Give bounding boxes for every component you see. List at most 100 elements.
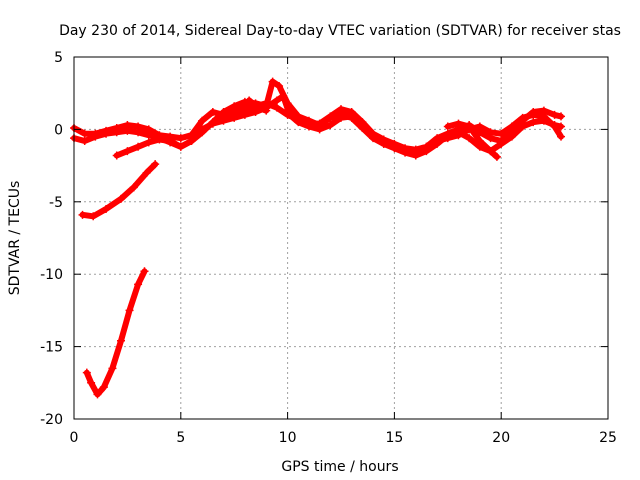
data-point [539, 112, 548, 121]
data-point [208, 108, 217, 117]
y-tick-labels: 5 0 -5 -10 -15 -20 [40, 50, 63, 428]
data-point [219, 113, 228, 122]
data-point [155, 135, 164, 144]
data-point [134, 280, 143, 289]
data-point [272, 103, 281, 112]
ticks [73, 56, 609, 420]
data-point [443, 134, 452, 143]
data-point [379, 139, 388, 148]
data-point [497, 129, 506, 138]
data-point [82, 368, 91, 377]
y-axis-label: SDTVAR / TECUs [7, 181, 23, 296]
data-point [80, 136, 89, 145]
data-point [166, 136, 175, 145]
data-point [116, 194, 125, 203]
data-point [151, 160, 160, 169]
data-point [187, 136, 196, 145]
data-point [358, 123, 367, 132]
data-point [337, 110, 345, 119]
data-point [369, 134, 378, 143]
data-point [198, 128, 207, 137]
y-tick-label: 0 [54, 122, 63, 138]
data-point [518, 122, 527, 131]
data-point [102, 205, 111, 214]
x-tick-label: 15 [385, 430, 403, 446]
data-point [411, 148, 420, 157]
data-point [529, 118, 538, 127]
data-point [518, 113, 527, 122]
data-point [550, 110, 559, 119]
data-point [486, 128, 495, 137]
data-point [390, 142, 399, 151]
data-point [454, 131, 463, 140]
data-point [529, 110, 538, 119]
data-point [275, 81, 284, 90]
data-point [272, 96, 281, 105]
data-point [78, 210, 87, 219]
data-point [465, 134, 474, 143]
data-point [80, 129, 89, 138]
x-tick-label: 0 [70, 430, 79, 446]
data-point [123, 147, 132, 156]
x-tick-label: 25 [599, 430, 617, 446]
data-point [208, 119, 217, 128]
data-point [108, 364, 117, 373]
data-point [102, 129, 111, 138]
data-point [262, 106, 271, 115]
data-point [123, 126, 132, 135]
data-point [268, 77, 277, 86]
data-point [144, 138, 153, 147]
y-tick-label: -20 [40, 412, 63, 428]
y-tick-label: 5 [54, 50, 63, 66]
data-point [112, 151, 121, 160]
data-point [422, 142, 431, 151]
data-point [294, 112, 303, 121]
data-point [176, 134, 185, 143]
x-tick-label: 5 [176, 430, 185, 446]
data-point [87, 378, 96, 387]
data-point [315, 121, 324, 130]
data-point [240, 102, 249, 111]
y-tick-label: -10 [40, 267, 63, 283]
data-point [454, 119, 463, 128]
x-tick-labels: 0 5 10 15 20 25 [70, 430, 617, 446]
data-point [89, 212, 98, 221]
data-point [507, 132, 516, 141]
data-point [134, 142, 143, 151]
data-point [198, 116, 207, 125]
data-point [176, 142, 185, 151]
data-point [465, 122, 474, 131]
data-point [486, 147, 495, 156]
data-point [230, 108, 239, 117]
data-point [443, 122, 452, 131]
data-point [240, 110, 249, 119]
data-point [326, 113, 335, 122]
series-layer [70, 77, 566, 399]
data-point [134, 128, 143, 137]
data-point [253, 103, 262, 112]
data-point [129, 183, 138, 192]
data-point [245, 96, 254, 105]
data-point [125, 306, 134, 315]
y-tick-label: -15 [40, 340, 63, 356]
data-point [475, 122, 484, 131]
x-tick-label: 20 [492, 430, 510, 446]
data-point [550, 122, 559, 131]
data-point [285, 110, 294, 119]
x-tick-label: 10 [279, 430, 297, 446]
data-point [492, 152, 501, 161]
data-point [326, 121, 335, 130]
data-point [401, 147, 410, 156]
data-point [475, 136, 484, 145]
plot-frame [73, 56, 609, 420]
data-point [497, 139, 506, 148]
data-point [433, 136, 442, 145]
series-arc-a [83, 268, 148, 398]
chart-title: Day 230 of 2014, Sidereal Day-to-day VTE… [59, 23, 621, 39]
data-point [304, 116, 313, 125]
data-point [93, 390, 102, 399]
data-point [116, 336, 125, 345]
data-point [347, 113, 356, 122]
series-arc-b [79, 161, 159, 220]
